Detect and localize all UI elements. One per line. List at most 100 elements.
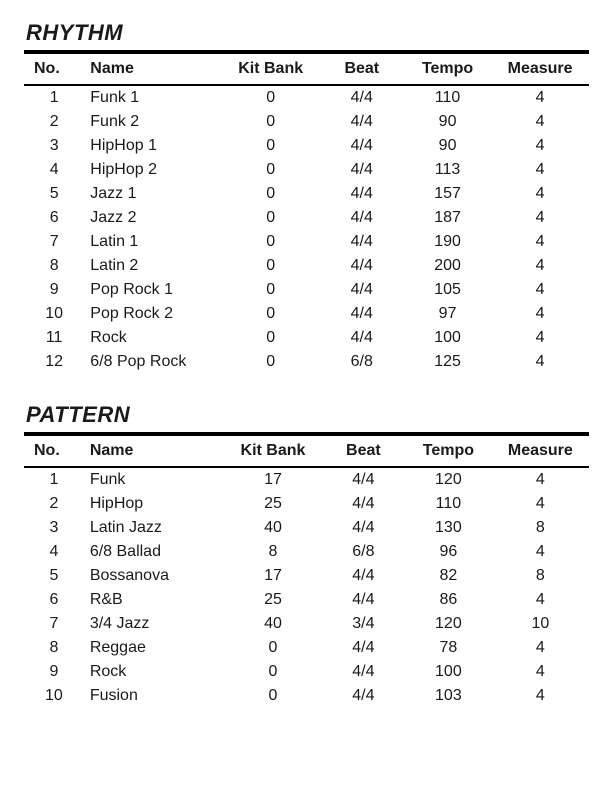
cell-beat: 4/4: [320, 134, 404, 158]
cell-name: Latin Jazz: [84, 516, 225, 540]
cell-name: Pop Rock 1: [84, 278, 222, 302]
table-row: 1Funk 104/41104: [24, 85, 589, 110]
cell-no: 8: [24, 636, 84, 660]
cell-name: Bossanova: [84, 564, 225, 588]
cell-kitbank: 17: [224, 564, 321, 588]
cell-kitbank: 0: [222, 326, 320, 350]
cell-name: HipHop 2: [84, 158, 222, 182]
cell-name: 3/4 Jazz: [84, 612, 225, 636]
cell-beat: 4/4: [322, 660, 405, 684]
cell-name: Funk: [84, 467, 225, 492]
cell-beat: 4/4: [322, 636, 405, 660]
cell-no: 9: [24, 278, 84, 302]
cell-name: 6/8 Pop Rock: [84, 350, 222, 374]
cell-no: 1: [24, 85, 84, 110]
cell-measure: 4: [491, 206, 589, 230]
cell-beat: 4/4: [320, 326, 404, 350]
cell-measure: 4: [491, 230, 589, 254]
cell-measure: 4: [492, 540, 589, 564]
cell-beat: 4/4: [320, 182, 404, 206]
cell-no: 3: [24, 134, 84, 158]
table-row: 10Fusion04/41034: [24, 684, 589, 708]
cell-measure: 10: [492, 612, 589, 636]
cell-beat: 4/4: [320, 278, 404, 302]
rhythm-header-row: No. Name Kit Bank Beat Tempo Measure: [24, 56, 589, 85]
cell-measure: 4: [492, 588, 589, 612]
cell-measure: 4: [492, 492, 589, 516]
cell-measure: 4: [491, 110, 589, 134]
cell-name: R&B: [84, 588, 225, 612]
cell-no: 5: [24, 182, 84, 206]
cell-kitbank: 0: [222, 302, 320, 326]
cell-name: Rock: [84, 660, 225, 684]
cell-tempo: 103: [405, 684, 492, 708]
table-row: 126/8 Pop Rock06/81254: [24, 350, 589, 374]
cell-kitbank: 0: [222, 158, 320, 182]
cell-tempo: 200: [404, 254, 491, 278]
cell-name: Jazz 2: [84, 206, 222, 230]
cell-name: Latin 1: [84, 230, 222, 254]
table-row: 7Latin 104/41904: [24, 230, 589, 254]
table-row: 2HipHop254/41104: [24, 492, 589, 516]
cell-no: 5: [24, 564, 84, 588]
cell-beat: 4/4: [320, 110, 404, 134]
table-row: 5Jazz 104/41574: [24, 182, 589, 206]
col-header-no: No.: [24, 56, 84, 85]
rhythm-title: RHYTHM: [26, 20, 589, 46]
cell-name: Funk 2: [84, 110, 222, 134]
table-row: 11Rock04/41004: [24, 326, 589, 350]
cell-kitbank: 0: [224, 636, 321, 660]
cell-kitbank: 0: [222, 206, 320, 230]
cell-kitbank: 8: [224, 540, 321, 564]
cell-measure: 4: [491, 326, 589, 350]
cell-beat: 4/4: [322, 564, 405, 588]
cell-no: 1: [24, 467, 84, 492]
cell-tempo: 110: [404, 85, 491, 110]
rhythm-rule: [24, 50, 589, 54]
cell-name: HipHop: [84, 492, 225, 516]
cell-name: Fusion: [84, 684, 225, 708]
pattern-rule: [24, 432, 589, 436]
cell-no: 2: [24, 492, 84, 516]
cell-name: 6/8 Ballad: [84, 540, 225, 564]
cell-beat: 4/4: [320, 206, 404, 230]
cell-kitbank: 25: [224, 588, 321, 612]
table-row: 73/4 Jazz403/412010: [24, 612, 589, 636]
cell-tempo: 190: [404, 230, 491, 254]
cell-beat: 4/4: [320, 158, 404, 182]
cell-no: 10: [24, 302, 84, 326]
cell-tempo: 100: [405, 660, 492, 684]
cell-measure: 4: [492, 660, 589, 684]
cell-beat: 4/4: [320, 230, 404, 254]
cell-beat: 4/4: [320, 85, 404, 110]
cell-measure: 4: [491, 278, 589, 302]
cell-kitbank: 0: [224, 684, 321, 708]
cell-measure: 4: [491, 134, 589, 158]
cell-tempo: 82: [405, 564, 492, 588]
cell-tempo: 120: [405, 467, 492, 492]
cell-beat: 4/4: [322, 684, 405, 708]
cell-measure: 4: [492, 467, 589, 492]
cell-tempo: 90: [404, 110, 491, 134]
pattern-section: PATTERN No. Name Kit Bank Beat Tempo Mea…: [24, 402, 589, 708]
rhythm-table: No. Name Kit Bank Beat Tempo Measure 1Fu…: [24, 56, 589, 374]
cell-tempo: 187: [404, 206, 491, 230]
cell-name: HipHop 1: [84, 134, 222, 158]
rhythm-section: RHYTHM No. Name Kit Bank Beat Tempo Meas…: [24, 20, 589, 374]
cell-no: 12: [24, 350, 84, 374]
cell-beat: 4/4: [320, 254, 404, 278]
cell-measure: 4: [491, 85, 589, 110]
cell-tempo: 120: [405, 612, 492, 636]
cell-kitbank: 0: [224, 660, 321, 684]
cell-measure: 4: [491, 350, 589, 374]
col-header-name: Name: [84, 438, 225, 467]
cell-beat: 6/8: [322, 540, 405, 564]
table-row: 10Pop Rock 204/4974: [24, 302, 589, 326]
col-header-kitbank: Kit Bank: [224, 438, 321, 467]
table-row: 1Funk174/41204: [24, 467, 589, 492]
pattern-title: PATTERN: [26, 402, 589, 428]
cell-no: 10: [24, 684, 84, 708]
cell-tempo: 105: [404, 278, 491, 302]
cell-kitbank: 0: [222, 278, 320, 302]
cell-name: Rock: [84, 326, 222, 350]
